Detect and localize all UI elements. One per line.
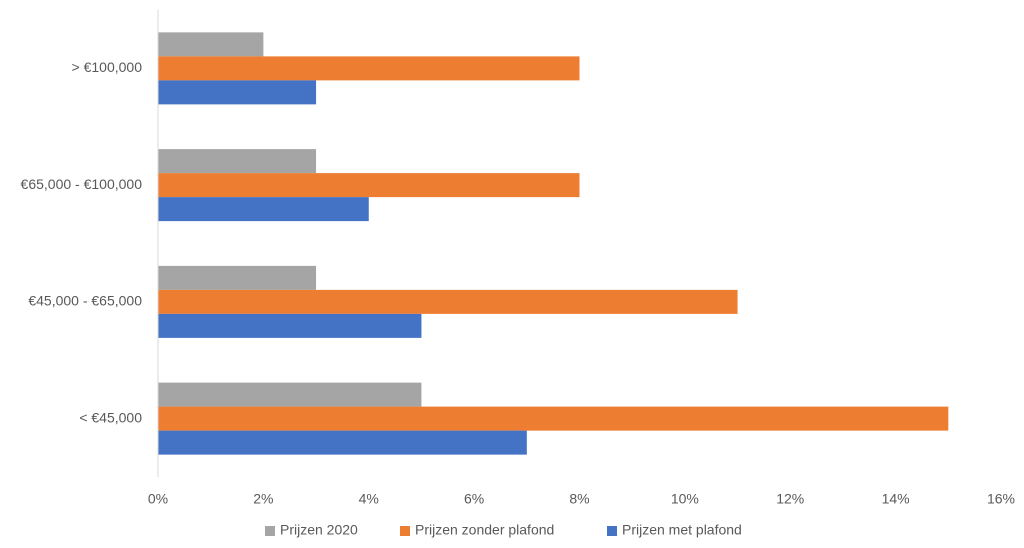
- x-tick-label: 2%: [253, 491, 273, 507]
- bar: [158, 406, 949, 431]
- legend-label: Prijzen 2020: [280, 522, 358, 538]
- bar: [158, 265, 317, 290]
- bar: [158, 197, 369, 222]
- x-tick-label: 10%: [671, 491, 699, 507]
- x-tick-label: 6%: [464, 491, 484, 507]
- bar: [158, 149, 317, 174]
- bar: [158, 313, 422, 338]
- legend-label: Prijzen zonder plafond: [415, 522, 554, 538]
- x-tick-label: 0%: [148, 491, 168, 507]
- bar: [158, 32, 264, 57]
- bar: [158, 56, 580, 81]
- bar: [158, 382, 422, 407]
- bar: [158, 80, 317, 105]
- y-tick-label: €65,000 - €100,000: [21, 176, 143, 192]
- x-tick-label: 4%: [359, 491, 379, 507]
- y-tick-label: €45,000 - €65,000: [28, 293, 142, 309]
- bar: [158, 289, 738, 314]
- bar: [158, 173, 580, 198]
- legend-label: Prijzen met plafond: [622, 522, 742, 538]
- legend-swatch: [400, 526, 410, 536]
- x-tick-label: 8%: [569, 491, 589, 507]
- legend-swatch: [265, 526, 275, 536]
- x-tick-label: 14%: [882, 491, 910, 507]
- legend-swatch: [607, 526, 617, 536]
- x-tick-label: 12%: [776, 491, 804, 507]
- y-tick-label: > €100,000: [72, 59, 143, 75]
- x-tick-label: 16%: [987, 491, 1015, 507]
- bar: [158, 430, 527, 455]
- y-tick-label: < €45,000: [79, 409, 142, 425]
